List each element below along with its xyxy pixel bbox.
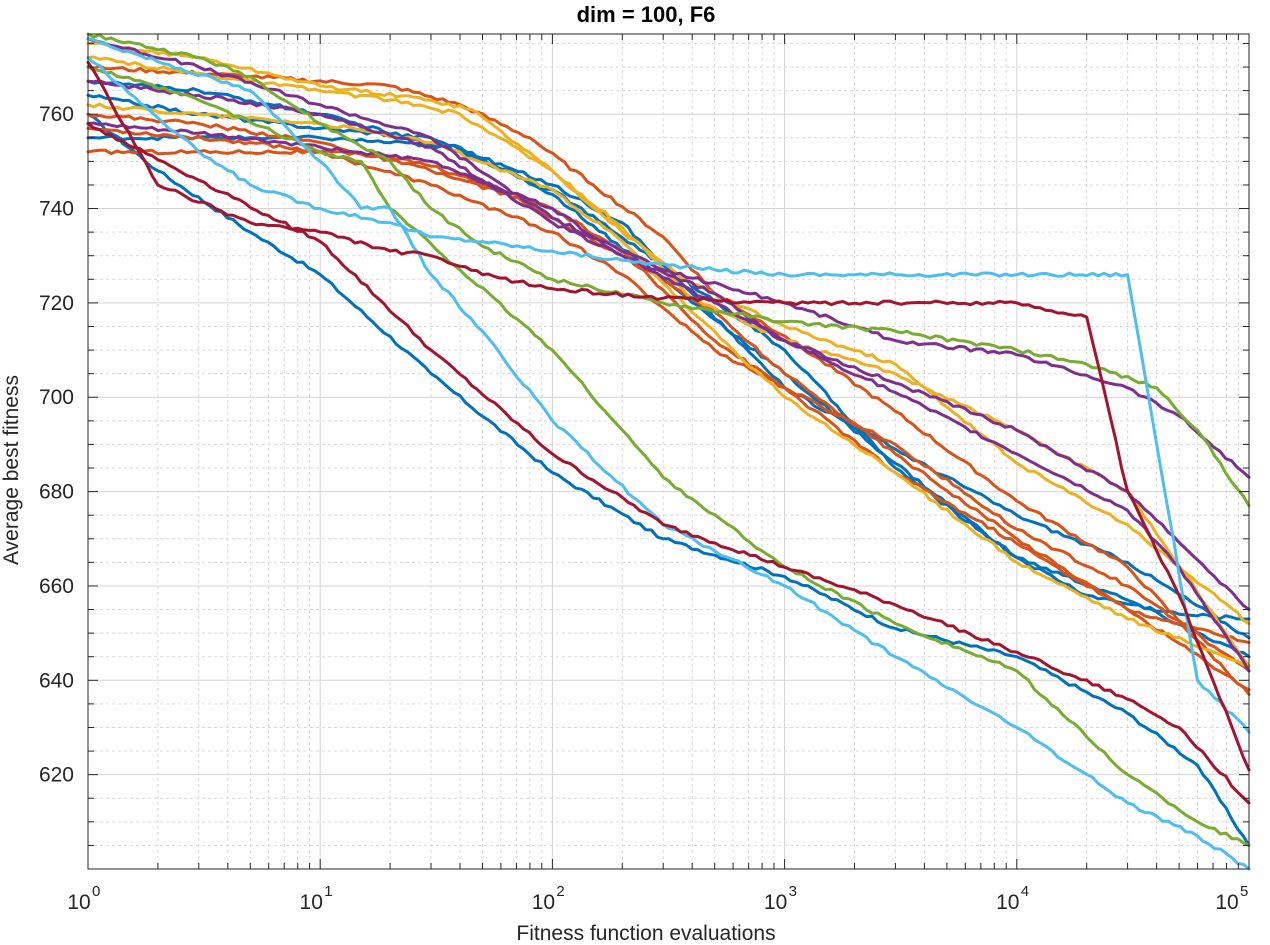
x-tick-label: 10: [532, 891, 555, 914]
series-line-purple-3: [86, 121, 1251, 673]
series-line-orange-4: [86, 126, 1251, 673]
axis-tick-marks: [87, 34, 1250, 869]
y-tick-label: 700: [39, 386, 74, 409]
series-line-yellow-1: [86, 41, 1251, 668]
x-tick-exponent: 4: [1021, 883, 1029, 900]
series-line-green-2: [86, 65, 1251, 847]
series-line-yellow-2: [86, 55, 1251, 626]
y-tick-label: 660: [39, 575, 74, 598]
series-line-red-1: [86, 60, 1251, 772]
x-tick-label: 10: [996, 891, 1019, 914]
series-line-cyan-1: [86, 56, 1251, 734]
x-tick-exponent: 5: [1240, 883, 1248, 900]
series-line-cyan-2: [86, 37, 1251, 871]
series-line-orange-1: [86, 148, 1251, 645]
x-tick-label: 10: [67, 891, 90, 914]
grid-lines: [87, 34, 1249, 870]
y-tick-label: 620: [39, 764, 74, 787]
x-tick-exponent: 2: [556, 883, 564, 900]
x-axis-label: Fitness function evaluations: [516, 922, 775, 945]
y-axis-label: Average best fitness: [0, 375, 23, 565]
series-line-orange-3: [86, 64, 1251, 696]
x-tick-label: 10: [1215, 891, 1238, 914]
y-tick-label: 740: [39, 198, 74, 221]
series-line-green-1: [86, 32, 1251, 508]
x-tick-exponent: 3: [789, 883, 797, 900]
series-lines: [86, 32, 1251, 871]
series-line-orange-2: [86, 112, 1251, 692]
plot-area-frame: [87, 33, 1250, 870]
x-tick-exponent: 0: [92, 883, 100, 900]
y-tick-label: 720: [39, 292, 74, 315]
x-tick-exponent: 1: [324, 883, 332, 900]
x-tick-label: 10: [764, 891, 787, 914]
x-tick-label: 10: [300, 891, 323, 914]
series-line-purple-2: [86, 79, 1251, 611]
y-tick-label: 680: [39, 481, 74, 504]
axis-tick-labels: 10 0 10 1 10 2 10 3 10 4 10 56206406606807007207407…: [39, 103, 1248, 914]
y-tick-label: 760: [39, 103, 74, 126]
y-tick-label: 640: [39, 669, 74, 692]
series-line-blue-1: [86, 112, 1251, 847]
series-line-purple-1: [86, 37, 1251, 479]
chart-title: dim = 100, F6: [577, 2, 716, 27]
series-line-blue-3: [86, 93, 1251, 640]
series-line-red-2: [86, 122, 1251, 805]
